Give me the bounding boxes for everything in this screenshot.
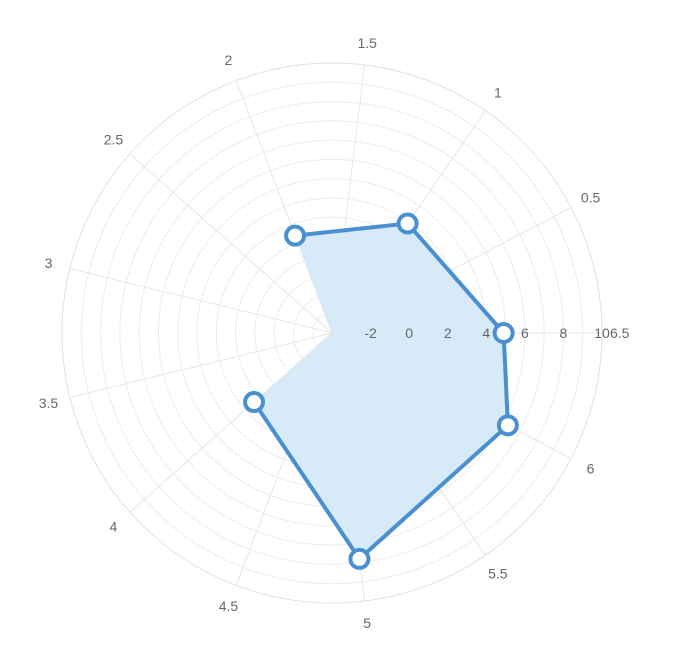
series-line-segment [501, 331, 510, 428]
data-point[interactable] [396, 212, 419, 235]
angle-tick-label: 2.5 [104, 131, 124, 147]
angle-tick-label: 6.5 [610, 325, 630, 341]
angle-tick-label: 3 [45, 255, 53, 271]
angle-tick-label: 1 [494, 85, 502, 101]
angle-tick-label: 5.5 [488, 565, 508, 581]
angle-tick-label: 0.5 [581, 189, 601, 205]
angle-tick-label: 6 [587, 461, 595, 477]
grid-spoke [69, 332, 333, 399]
series-line-segment [293, 221, 410, 238]
angle-tick-label: 4 [110, 519, 118, 535]
grid-spoke [235, 80, 333, 334]
grid-spoke [129, 153, 333, 334]
angle-tick-label: 1.5 [357, 35, 377, 51]
grid-spoke [69, 267, 333, 334]
series-line-segment [357, 423, 510, 561]
angle-tick-label: 5 [363, 615, 371, 631]
angle-tick-label: 4.5 [219, 598, 239, 614]
angle-axis-labels: 0.5 1 1.5 2 2.5 3 3.5 4 4.5 5 5.5 6 6.5 [39, 35, 630, 631]
angle-tick-label: 2 [225, 52, 233, 68]
radial-tick-label: 0 [405, 325, 413, 341]
data-point[interactable] [496, 414, 519, 437]
data-point[interactable] [243, 391, 266, 414]
series-line-segment [405, 221, 506, 335]
radial-tick-label: 2 [444, 325, 452, 341]
data-point[interactable] [492, 322, 515, 344]
radial-tick-label: 10 [594, 325, 610, 341]
series-area-fill [254, 223, 508, 559]
angle-tick-label: 3.5 [39, 395, 59, 411]
data-point[interactable] [284, 224, 307, 247]
series-line-segment [252, 400, 362, 561]
radial-tick-label: -2 [364, 325, 377, 341]
data-point[interactable] [348, 547, 371, 570]
radial-tick-label: 4 [482, 325, 490, 341]
series-area [254, 223, 508, 559]
radial-tick-label: 6 [521, 325, 529, 341]
radial-tick-label: 8 [560, 325, 568, 341]
series-line [252, 221, 510, 561]
series-points [243, 212, 519, 570]
radial-axis-labels: -2 0 2 4 6 8 10 [364, 325, 610, 341]
